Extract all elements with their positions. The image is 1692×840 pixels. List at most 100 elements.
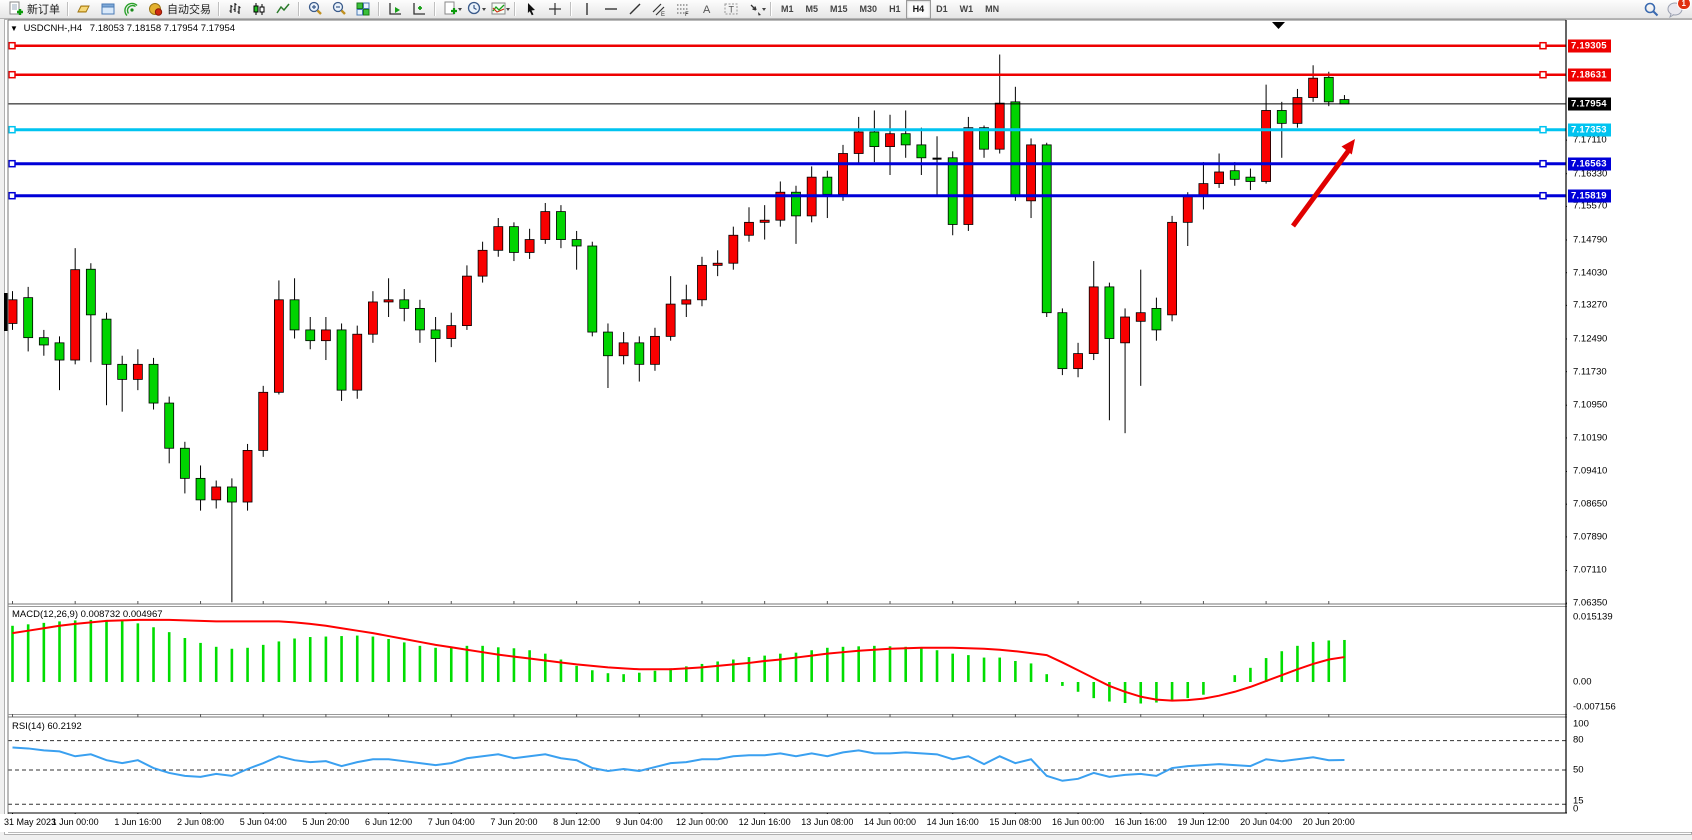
fibonacci-button[interactable]: F xyxy=(671,1,695,18)
price-tick-label: 7.13270 xyxy=(1573,299,1608,311)
time-tick-label: 16 Jun 16:00 xyxy=(1114,817,1167,827)
time-tick-label: 12 Jun 16:00 xyxy=(738,817,791,827)
price-tick-label: 7.10950 xyxy=(1573,399,1608,411)
time-tick-label: 20 Jun 20:00 xyxy=(1302,817,1355,827)
rsi-level-label: 0 xyxy=(1573,803,1579,815)
price-tick-label: 7.14790 xyxy=(1573,234,1608,246)
price-tick-label: 7.12490 xyxy=(1573,333,1608,345)
indicators-button[interactable] xyxy=(487,1,511,18)
fibonacci-icon: F xyxy=(675,1,691,17)
main-toolbar: 新订单 自动交易 E F A T M1 M5 M15 M30 H1 H4 D1 W1 MN 1 xyxy=(0,0,1692,19)
vertical-line-icon xyxy=(579,1,595,17)
price-tick-label: 7.15570 xyxy=(1573,200,1608,212)
market-watch-icon xyxy=(76,1,92,17)
tile-windows-icon xyxy=(355,1,371,17)
rsi-level-label: 50 xyxy=(1573,764,1584,776)
text-button[interactable]: A xyxy=(695,1,719,18)
separator xyxy=(434,2,436,16)
notification-badge: 1 xyxy=(1676,0,1691,10)
time-tick-label: 13 Jun 08:00 xyxy=(801,817,854,827)
chart-shift-icon xyxy=(411,1,427,17)
timeframe-button-h4[interactable]: H4 xyxy=(905,0,932,19)
time-tick-label: 5 Jun 20:00 xyxy=(302,817,350,827)
time-tick-label: 14 Jun 00:00 xyxy=(863,817,917,827)
macd-zero-label: 0.00 xyxy=(1573,676,1592,688)
timeframe-button-m30[interactable]: M30 xyxy=(859,3,878,14)
timeframe-button-d1[interactable]: D1 xyxy=(936,3,948,14)
line-chart-icon xyxy=(275,1,291,17)
chat-notification-icon[interactable]: 1 xyxy=(1666,0,1691,18)
bar-chart-button[interactable] xyxy=(223,1,247,18)
new-order-button[interactable]: 新订单 xyxy=(4,1,64,18)
timeframe-button-w1[interactable]: W1 xyxy=(959,3,974,14)
time-tick-label: 7 Jun 20:00 xyxy=(490,817,538,827)
text-label-button[interactable]: T xyxy=(719,1,743,18)
price-tick-label: 7.08650 xyxy=(1573,498,1608,510)
chart-shift-button[interactable] xyxy=(407,1,431,18)
macd-max-label: 0.015139 xyxy=(1573,611,1613,623)
timeframe-button-m1[interactable]: M1 xyxy=(781,3,794,14)
horizontal-line-icon xyxy=(603,1,619,17)
price-line-badge: 7.16563 xyxy=(1568,157,1611,171)
channel-icon: E xyxy=(651,1,667,17)
price-line-badge: 7.18631 xyxy=(1568,68,1611,82)
separator xyxy=(67,2,69,16)
cursor-button[interactable] xyxy=(519,1,543,18)
trendline-icon xyxy=(627,1,643,17)
timeframe-button-mn[interactable]: MN xyxy=(985,3,1000,14)
time-tick-label: 2 Jun 08:00 xyxy=(177,817,225,827)
crosshair-icon xyxy=(547,1,563,17)
timeframe-button-m15[interactable]: M15 xyxy=(830,3,848,14)
data-window-button[interactable] xyxy=(96,1,120,18)
svg-text:A: A xyxy=(703,4,711,16)
chart-title-bar: ▼ USDCNH-,H4 7.18053 7.18158 7.17954 7.1… xyxy=(10,23,235,34)
timeframe-button-h1[interactable]: H1 xyxy=(889,3,901,14)
time-tick-label: 16 Jun 00:00 xyxy=(1052,817,1105,827)
auto-scroll-button[interactable] xyxy=(383,1,407,18)
price-axis[interactable]: 7.17110 7.16330 7.15570 7.14790 7.14030 7.132… xyxy=(1567,20,1692,832)
price-tick-label: 7.09410 xyxy=(1573,465,1608,477)
zoom-out-button[interactable] xyxy=(327,1,351,18)
candlestick-chart-icon xyxy=(251,1,267,17)
line-chart-button[interactable] xyxy=(271,1,295,18)
arrows-icon xyxy=(747,1,766,17)
trendline-button[interactable] xyxy=(623,1,647,18)
price-tick-label: 7.11730 xyxy=(1573,366,1607,378)
new-order-label: 新订单 xyxy=(27,4,60,16)
new-chart-button[interactable] xyxy=(439,1,463,18)
time-axis[interactable]: 31 May 2023 1 Jun 00:00 1 Jun 16:00 2 Jun 0… xyxy=(0,814,1692,832)
vertical-line-button[interactable] xyxy=(575,1,599,18)
navigator-button[interactable] xyxy=(120,1,144,18)
ohlc-readout: 7.18053 7.18158 7.17954 7.17954 xyxy=(89,23,236,34)
price-tick-label: 7.07890 xyxy=(1573,531,1608,543)
equidistant-channel-button[interactable]: E xyxy=(647,1,671,18)
price-tick-label: 7.14030 xyxy=(1573,267,1608,279)
separator xyxy=(770,2,772,16)
arrows-button[interactable] xyxy=(743,1,767,18)
timeframe-button-m5[interactable]: M5 xyxy=(805,3,819,14)
tile-windows-button[interactable] xyxy=(351,1,375,18)
time-tick-label: 7 Jun 04:00 xyxy=(427,817,475,827)
timeframe-group: M1 M5 M15 M30 H1 H4 D1 W1 MN xyxy=(775,0,1005,19)
market-watch-button[interactable] xyxy=(72,1,96,18)
zoom-in-button[interactable] xyxy=(303,1,327,18)
clock-icon xyxy=(467,1,486,17)
candlestick-chart-button[interactable] xyxy=(247,1,271,18)
profiles-button[interactable] xyxy=(463,1,487,18)
rsi-level-label: 80 xyxy=(1573,734,1584,746)
price-tick-label: 7.06350 xyxy=(1573,597,1608,609)
crosshair-button[interactable] xyxy=(543,1,567,18)
horizontal-line-button[interactable] xyxy=(599,1,623,18)
rsi-level-label: 100 xyxy=(1573,718,1589,730)
symbol-dropdown-icon[interactable]: ▼ xyxy=(10,24,18,33)
price-tick-label: 7.17110 xyxy=(1573,134,1607,146)
rsi-level-label: 15 xyxy=(1573,795,1584,807)
auto-trading-button[interactable]: 自动交易 xyxy=(144,1,215,18)
data-window-icon xyxy=(100,1,116,17)
search-icon[interactable] xyxy=(1642,1,1659,17)
separator xyxy=(218,2,220,16)
time-tick-label: 19 Jun 12:00 xyxy=(1177,817,1230,827)
macd-min-label: -0.007156 xyxy=(1573,701,1616,713)
macd-indicator-label: MACD(12,26,9) 0.008732 0.004967 xyxy=(12,609,163,620)
